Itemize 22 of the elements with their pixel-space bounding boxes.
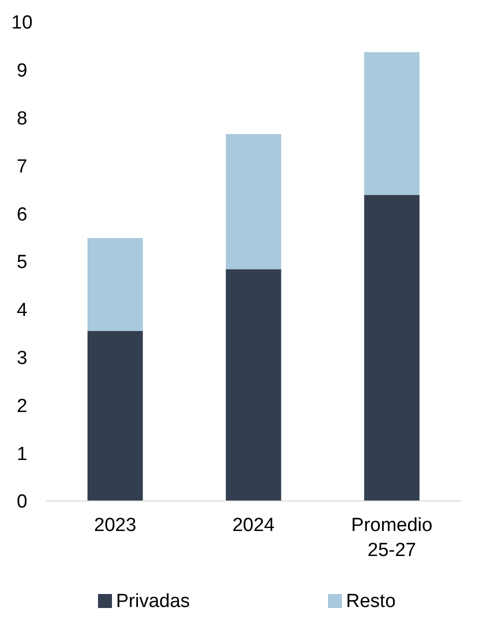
bar — [88, 238, 143, 331]
y-tick-label: 7 — [16, 156, 28, 178]
bar — [364, 194, 420, 501]
x-tick-label: Promedio 25-27 — [351, 515, 432, 561]
bar — [88, 330, 143, 501]
y-tick-label: 8 — [16, 108, 28, 130]
y-tick-label: 4 — [16, 300, 28, 322]
legend-label: Resto — [346, 591, 396, 612]
y-tick-label: 2 — [16, 396, 28, 417]
y-tick-label: 6 — [16, 204, 28, 226]
y-tick-label: 3 — [16, 348, 28, 369]
bar — [364, 52, 420, 195]
bar — [226, 269, 282, 501]
y-tick-label: 5 — [16, 252, 28, 274]
x-tick-label: 2024 — [232, 515, 276, 536]
bar — [226, 134, 282, 270]
y-tick-label: 0 — [16, 492, 28, 513]
y-tick-label: 9 — [16, 60, 28, 82]
y-tick-label: 10 — [11, 12, 33, 34]
x-tick-label: 2023 — [94, 515, 136, 536]
y-tick-label: 1 — [16, 444, 28, 465]
legend-label: Privadas — [116, 591, 190, 612]
